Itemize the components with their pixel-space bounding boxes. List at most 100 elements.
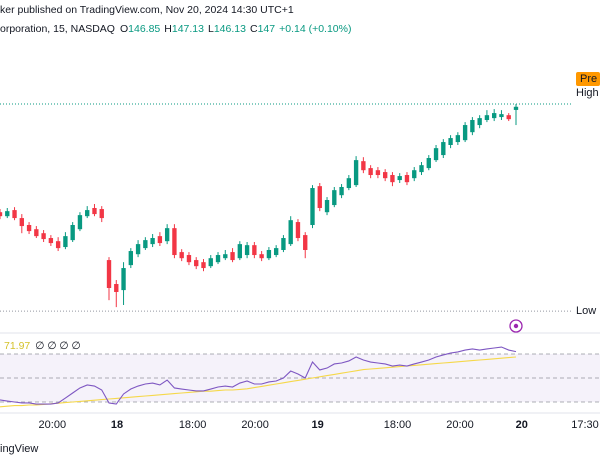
candle-body	[412, 170, 417, 179]
candle-body	[230, 252, 235, 261]
candle-body	[150, 238, 155, 245]
candle-body	[441, 142, 446, 156]
candle-body	[114, 284, 119, 292]
candle-body	[288, 220, 293, 245]
rsi-band	[0, 354, 600, 403]
ohlc-prefix: H	[164, 23, 172, 35]
ohlc-prefix: L	[208, 23, 214, 35]
candle-body	[215, 255, 221, 263]
candle-body	[317, 186, 322, 208]
level-label: High	[576, 87, 599, 99]
candle-body	[492, 113, 497, 119]
ohlc-value: 147	[258, 23, 276, 35]
candle-body	[426, 158, 431, 169]
candle-body	[244, 245, 250, 256]
event-icon[interactable]	[509, 319, 523, 333]
candle-body	[506, 115, 511, 120]
candle-body	[332, 190, 337, 206]
candle-body	[179, 252, 184, 259]
change: +0.14 (+0.10%)	[279, 23, 351, 35]
rsi-line	[0, 346, 517, 405]
ohlc-value: 146.85	[128, 23, 160, 35]
candle-body	[223, 254, 228, 259]
candle-body	[273, 248, 279, 256]
candle-body	[266, 249, 272, 259]
ohlc-prefix: O	[120, 23, 128, 35]
candle-body	[361, 161, 366, 171]
candle-body	[382, 172, 388, 179]
candle-body	[106, 260, 112, 289]
candle-body	[324, 200, 330, 213]
candle-body	[470, 120, 475, 133]
candle-body	[404, 175, 410, 183]
candle-body	[63, 236, 68, 248]
candle-body	[12, 210, 17, 219]
candle-body	[34, 229, 39, 237]
candle-body	[41, 233, 46, 240]
candle-body	[157, 236, 163, 244]
rsi-na: ∅ ∅ ∅ ∅	[35, 340, 80, 352]
candle-body	[194, 260, 199, 267]
ohlc-prefix: C	[250, 23, 258, 35]
candle-body	[164, 228, 170, 242]
candle-body	[143, 240, 148, 249]
pre-badge	[576, 72, 600, 87]
candle-body	[368, 168, 373, 176]
candle-body	[201, 262, 206, 269]
level-badge	[572, 86, 600, 101]
x-tick-label: 18:00	[179, 419, 207, 431]
rsi-ma-line	[0, 356, 517, 408]
candle-body	[77, 215, 83, 230]
candle-body	[259, 254, 264, 259]
ohlc-value: 147.13	[172, 23, 204, 35]
x-tick-label: 18	[111, 419, 123, 431]
candle-body	[433, 148, 439, 161]
level-label: Low	[576, 305, 596, 317]
candle-body	[85, 210, 90, 217]
candle-body	[172, 228, 177, 256]
candle-body	[448, 138, 453, 145]
x-tick-label: 20:00	[446, 419, 474, 431]
candle-body	[237, 244, 243, 259]
candle-body	[303, 235, 308, 250]
x-tick-label: 20:00	[241, 419, 269, 431]
footer: ingView	[0, 443, 38, 455]
candle-body	[353, 160, 359, 186]
candle-body	[295, 222, 301, 239]
event-icon-dot	[513, 323, 519, 329]
candle-body	[70, 225, 75, 241]
candle-body	[346, 178, 352, 189]
candle-body	[208, 258, 213, 267]
x-tick-label: 18:00	[384, 419, 412, 431]
symbol-header: orporation, 15, NASDAQ O146.85 H147.13 L146…	[0, 23, 351, 35]
candle-body	[128, 251, 133, 266]
x-tick-label: 19	[311, 419, 323, 431]
rsi-legend: 71.97 ∅ ∅ ∅ ∅	[4, 340, 81, 352]
candle-body	[419, 165, 424, 173]
candle-body	[455, 135, 461, 143]
candle-body	[0, 212, 3, 217]
pre-label: Pre	[580, 73, 597, 85]
candle-body	[281, 238, 286, 250]
candle-body	[55, 241, 61, 249]
candle-body	[186, 255, 192, 263]
symbol-name: orporation, 15, NASDAQ	[0, 23, 115, 35]
candle-body	[477, 118, 482, 126]
candle-body	[252, 245, 257, 256]
candle-body	[135, 244, 141, 255]
candle-body	[462, 125, 468, 141]
candle-body	[99, 209, 104, 219]
candle-body	[390, 175, 395, 183]
candle-body	[48, 238, 54, 244]
level-badge	[572, 304, 600, 319]
candle-body	[5, 211, 10, 217]
rsi-value: 71.97	[4, 340, 30, 352]
candle-body	[26, 225, 32, 232]
candle-body	[484, 115, 490, 121]
candle-body	[513, 106, 519, 110]
candle-body	[310, 188, 315, 226]
x-tick-label: 20:00	[39, 419, 67, 431]
candle-body	[19, 218, 24, 227]
symbol-line: orporation, 15, NASDAQ O146.85 H147.13 L146…	[0, 23, 351, 35]
